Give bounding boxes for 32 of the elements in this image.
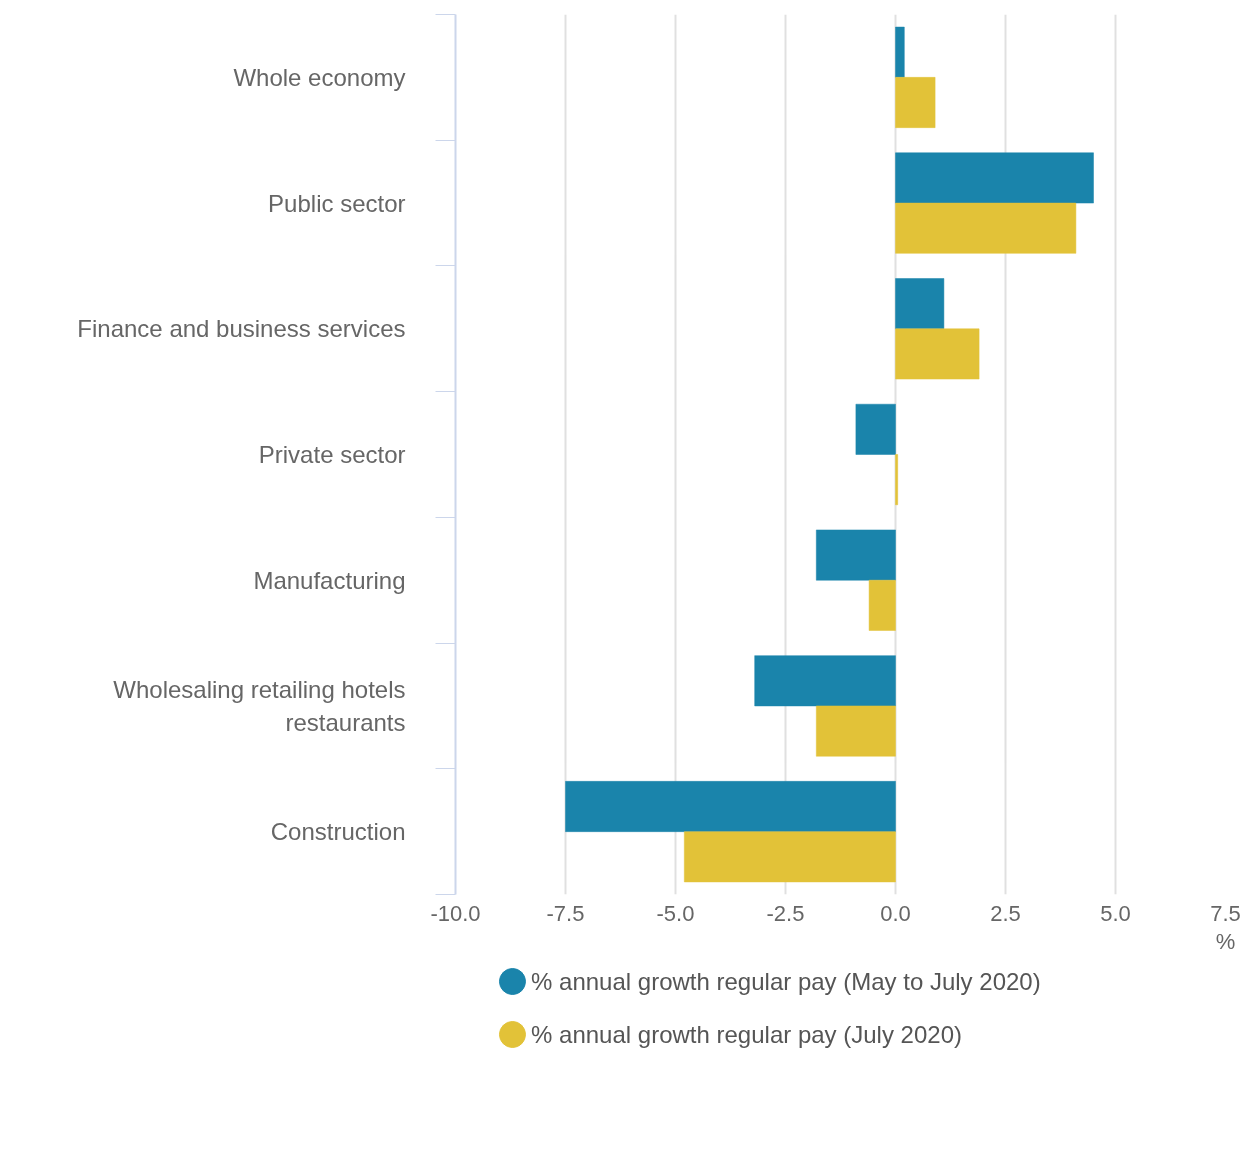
bar: [895, 152, 1094, 204]
bar: [895, 202, 1077, 254]
bar: [868, 579, 896, 631]
x-tick-label: -10.0: [430, 900, 481, 926]
bar: [816, 705, 896, 757]
bar: [895, 454, 898, 506]
y-tick-label: Public sector: [268, 189, 406, 217]
bar: [895, 26, 905, 78]
bar: [684, 831, 896, 883]
x-tick-label: 2.5: [990, 900, 1021, 926]
bar: [754, 655, 896, 707]
bar: [565, 781, 896, 832]
y-tick-label: Manufacturing: [253, 566, 406, 594]
y-tick-label: Whole economy: [233, 63, 406, 91]
bar: [855, 403, 896, 455]
x-tick-label: -5.0: [656, 900, 695, 926]
bar: [895, 328, 980, 380]
x-tick-label: -2.5: [766, 900, 805, 926]
y-tick-label: Private sector: [258, 441, 406, 468]
x-tick-label: -7.5: [546, 900, 585, 926]
y-tick-label: Wholesaling retailing hotels restaurants: [113, 676, 406, 736]
legend-label: % annual growth regular pay (July 2020): [531, 1021, 962, 1048]
x-axis-title: %: [1215, 928, 1236, 954]
legend-label: % annual growth regular pay (May to July 2020): [531, 968, 1041, 995]
x-tick-label: 7.5: [1210, 900, 1241, 926]
x-tick-label: 0.0: [880, 900, 911, 926]
bar: [895, 278, 945, 330]
bar: [895, 77, 936, 128]
x-tick-label: 5.0: [1100, 900, 1131, 926]
y-tick-label: Finance and business services: [77, 315, 406, 343]
y-tick-label: Construction: [270, 818, 406, 846]
bar: [816, 529, 896, 581]
